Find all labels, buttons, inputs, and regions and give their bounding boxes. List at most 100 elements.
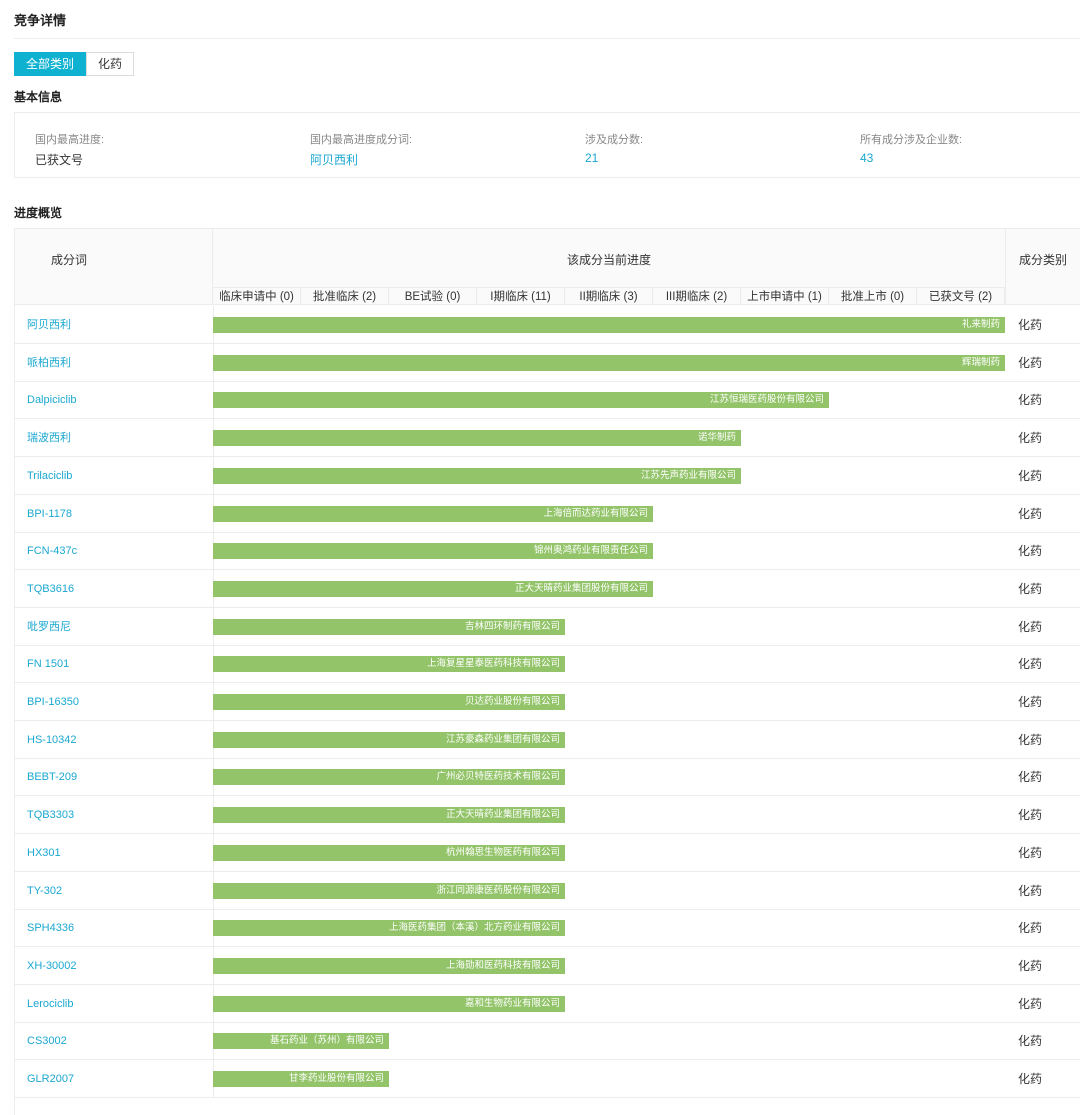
header-ingredient: 成分词: [51, 253, 88, 267]
tab-chemical-drug[interactable]: 化药: [86, 52, 135, 76]
info-value-link[interactable]: 阿贝西利: [310, 153, 359, 167]
table-row: Trilaciclib 江苏先声药业有限公司 化药: [15, 456, 1080, 495]
table-row: Lerociclib 嘉和生物药业有限公司 化药: [15, 984, 1080, 1023]
stage-header: 批准上市 (0): [829, 287, 917, 305]
header-ingredient-cell: 成分词: [15, 229, 213, 305]
ingredient-link[interactable]: 阿贝西利: [27, 319, 71, 331]
company-label: 贝达药业股份有限公司: [464, 696, 560, 707]
progress-bar[interactable]: 吉林四环制药有限公司: [213, 618, 565, 635]
stage-header: II期临床 (3): [565, 287, 653, 305]
info-label: 国内最高进度:: [35, 134, 105, 146]
ingredient-category: 化药: [1018, 732, 1043, 747]
company-label: 杭州翰思生物医药有限公司: [445, 846, 560, 858]
ingredient-link[interactable]: FN 1501: [27, 658, 70, 671]
progress-bar[interactable]: 浙江同源康医药股份有限公司: [213, 882, 565, 899]
ingredient-link[interactable]: TQB3303: [27, 809, 75, 822]
ingredient-category: 化药: [1018, 845, 1043, 860]
header-category: 成分类别: [1019, 253, 1068, 267]
progress-bar[interactable]: 上海医药集团（本溪）北方药业有限公司: [213, 920, 565, 937]
progress-bar[interactable]: 上海倍而达药业有限公司: [213, 505, 653, 522]
ingredient-link[interactable]: BPI-1178: [27, 507, 73, 520]
ingredient-link[interactable]: HS-10342: [27, 733, 77, 746]
table-row: BPI-16350 贝达药业股份有限公司 化药: [15, 683, 1080, 721]
ingredient-link[interactable]: 哌柏西利: [27, 356, 71, 369]
progress-bar[interactable]: 锦州奥鸿药业有限责任公司: [213, 543, 653, 560]
progress-bar[interactable]: 杭州翰思生物医药有限公司: [213, 844, 565, 861]
ingredient-link[interactable]: Dalpiciclib: [27, 394, 77, 407]
table-row: 吡罗西尼 吉林四环制药有限公司 化药: [15, 607, 1080, 646]
ingredient-link[interactable]: 吡罗西尼: [27, 620, 71, 633]
ingredient-category: 化药: [1018, 996, 1043, 1011]
progress-bar[interactable]: 辉瑞制药: [213, 354, 1005, 371]
info-ingredient-count: 涉及成分数: 21: [585, 131, 643, 165]
company-label: 嘉和生物药业有限公司: [464, 997, 560, 1009]
progress-bar[interactable]: 贝达药业股份有限公司: [213, 694, 565, 710]
ingredient-link[interactable]: HX301: [27, 846, 61, 859]
table-row: TY-302 浙江同源康医药股份有限公司 化药: [15, 871, 1080, 910]
progress-bar[interactable]: 上海勋和医药科技有限公司: [213, 957, 565, 974]
ingredient-category: 化药: [1018, 544, 1043, 559]
progress-bar[interactable]: 正大天晴药业集团有限公司: [213, 807, 565, 824]
ingredient-link[interactable]: XH-30002: [27, 959, 77, 972]
ingredient-category: 化药: [1018, 921, 1043, 936]
ingredient-category: 化药: [1018, 770, 1043, 785]
progress-bar[interactable]: 广州必贝特医药技术有限公司: [213, 769, 565, 786]
company-label: 江苏先声药业有限公司: [640, 469, 736, 481]
progress-bar[interactable]: 甘李药业股份有限公司: [213, 1071, 389, 1087]
progress-overview-title: 进度概览: [14, 206, 63, 220]
progress-bar[interactable]: 上海复星星泰医药科技有限公司: [213, 656, 565, 673]
ingredient-link[interactable]: FCN-437c: [27, 545, 78, 558]
ingredient-link[interactable]: Trilaciclib: [27, 469, 73, 482]
ingredient-link[interactable]: 瑞波西利: [27, 432, 71, 445]
progress-bar[interactable]: 正大天晴药业集团股份有限公司: [213, 580, 653, 597]
progress-bar[interactable]: 礼来制药: [213, 317, 1005, 333]
info-value-link[interactable]: 21: [585, 151, 599, 165]
ingredient-category: 化药: [1018, 431, 1043, 446]
ingredient-category: 化药: [1018, 619, 1043, 634]
info-highest-ingredient: 国内最高进度成分词: 阿贝西利: [310, 131, 412, 168]
progress-bar[interactable]: 江苏豪森药业集团有限公司: [213, 731, 565, 748]
ingredient-link[interactable]: Lerociclib: [27, 997, 74, 1010]
table-row: HS-10342 江苏豪森药业集团有限公司 化药: [15, 720, 1080, 759]
ingredient-link[interactable]: BEBT-209: [27, 771, 78, 784]
company-label: 基石药业（苏州）有限公司: [269, 1035, 384, 1047]
table-row: FN 1501 上海复星星泰医药科技有限公司 化药: [15, 645, 1080, 684]
company-label: 上海勋和医药科技有限公司: [445, 959, 560, 971]
table-row: GLR2007 甘李药业股份有限公司 化药: [15, 1060, 1080, 1098]
ingredient-link[interactable]: SPH4336: [27, 922, 75, 935]
ingredient-category: 化药: [1018, 1034, 1043, 1049]
ingredient-link[interactable]: TQB3616: [27, 582, 75, 595]
category-tabs: 全部类别 化药: [14, 52, 135, 76]
tab-all-categories[interactable]: 全部类别: [14, 52, 87, 76]
progress-bar[interactable]: 诺华制药: [213, 430, 741, 447]
table-row: 阿贝西利 礼来制药 化药: [15, 306, 1080, 344]
ingredient-link[interactable]: TY-302: [27, 884, 63, 897]
company-label: 诺华制药: [697, 432, 736, 444]
progress-table-header: 成分词 该成分当前进度 成分类别 临床申请中 (0) 批准临床 (2) BE试验 (…: [15, 229, 1080, 305]
ingredient-category: 化药: [1018, 318, 1043, 332]
stage-header: 已获文号 (2): [917, 287, 1005, 305]
company-label: 上海医药集团（本溪）北方药业有限公司: [388, 922, 560, 934]
progress-table: 成分词 该成分当前进度 成分类别 临床申请中 (0) 批准临床 (2) BE试验 (…: [14, 228, 1080, 1115]
title-divider: [14, 38, 1080, 39]
ingredient-category: 化药: [1018, 393, 1043, 408]
ingredient-link[interactable]: BPI-16350: [27, 696, 79, 708]
info-value: 已获文号: [35, 153, 84, 167]
ingredient-category: 化药: [1018, 695, 1043, 709]
company-label: 锦州奥鸿药业有限责任公司: [533, 545, 648, 557]
progress-bar[interactable]: 江苏先声药业有限公司: [213, 467, 741, 484]
info-value-link[interactable]: 43: [860, 151, 874, 165]
basic-info-title: 基本信息: [14, 90, 63, 104]
info-label: 涉及成分数:: [585, 134, 644, 146]
progress-bar[interactable]: 嘉和生物药业有限公司: [213, 995, 565, 1012]
ingredient-link[interactable]: CS3002: [27, 1035, 67, 1048]
company-label: 辉瑞制药: [961, 356, 1000, 368]
stage-header: BE试验 (0): [389, 287, 477, 305]
table-row: Dalpiciclib 江苏恒瑞医药股份有限公司 化药: [15, 381, 1080, 420]
progress-bar[interactable]: 基石药业（苏州）有限公司: [213, 1033, 389, 1050]
ingredient-link[interactable]: GLR2007: [27, 1073, 75, 1085]
company-label: 正大天晴药业集团股份有限公司: [514, 582, 648, 594]
header-category-cell: 成分类别: [1005, 229, 1080, 305]
page-title: 竞争详情: [14, 13, 67, 28]
progress-bar[interactable]: 江苏恒瑞医药股份有限公司: [213, 392, 829, 409]
